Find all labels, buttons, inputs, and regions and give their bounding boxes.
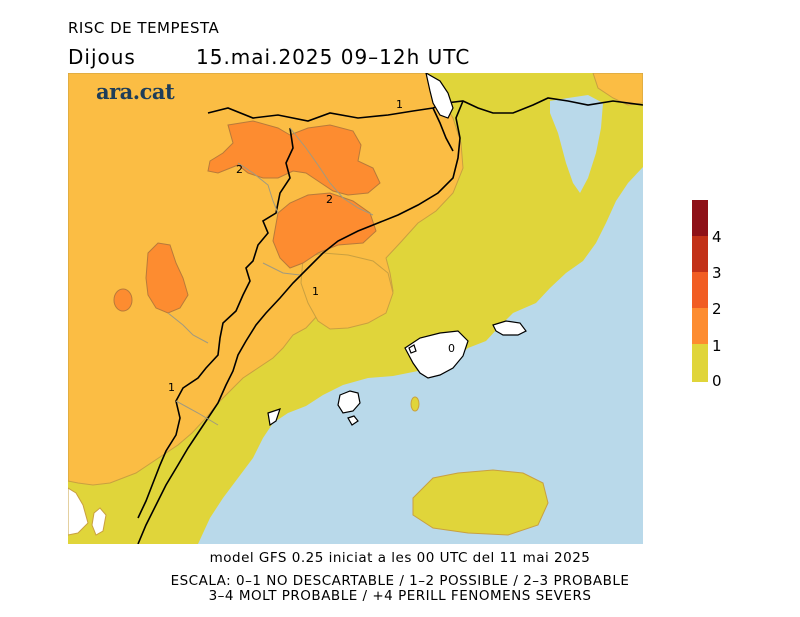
risk-area-level-1-sea	[412, 469, 549, 536]
island-mallorca	[404, 330, 469, 379]
legend-tick-2: 2	[712, 300, 722, 318]
contour-label: 2	[326, 193, 333, 206]
island-small	[408, 344, 417, 354]
model-info: model GFS 0.25 iniciat a les 00 UTC del …	[209, 550, 591, 566]
island-sw-2	[91, 507, 107, 536]
risk-area-level-1-ne	[592, 73, 643, 106]
island-ne	[425, 73, 454, 119]
scale-line-2: 3–4 MOLT PROBABLE / +4 PERILL FENOMENS S…	[208, 588, 592, 604]
map-subtitle: Dijous 15.mai.2025 09–12h UTC	[68, 45, 470, 69]
legend-tick-4: 4	[712, 228, 722, 246]
contour-label: 0	[448, 342, 455, 355]
legend-tick-0: 0	[712, 372, 722, 390]
forecast-day: Dijous	[68, 45, 136, 69]
legend-tick-1: 1	[712, 337, 722, 355]
legend-swatch-0	[692, 344, 708, 382]
scale-line-1: ESCALA: 0–1 NO DESCARTABLE / 1–2 POSSIBL…	[170, 573, 630, 589]
islands	[267, 73, 527, 427]
ara-cat-logo: ara.cat	[96, 79, 175, 104]
legend-swatch-4	[692, 236, 708, 272]
island-coast	[267, 408, 281, 427]
risk-area-level-2-small	[113, 288, 133, 312]
legend-swatch-0-wrap	[692, 344, 708, 382]
contour-label: 2	[236, 163, 243, 176]
sea-dot	[410, 396, 420, 412]
island-sw	[68, 487, 89, 536]
forecast-datetime: 15.mai.2025 09–12h UTC	[196, 45, 471, 69]
island-menorca	[492, 320, 527, 336]
risk-area-level-2-central	[272, 192, 377, 269]
island-ibiza	[337, 390, 361, 414]
risk-area-level-1-south	[300, 252, 394, 330]
storm-risk-map: 1 2 2 1 1 0	[68, 73, 643, 544]
contour-label: 1	[312, 285, 319, 298]
contour-label: 1	[396, 98, 403, 111]
contour-label: 1	[168, 381, 175, 394]
legend-swatch-top	[692, 200, 708, 236]
legend-swatch-2	[692, 308, 708, 344]
gulf-bay	[550, 95, 603, 193]
sea	[198, 167, 643, 544]
island-formentera	[347, 415, 359, 426]
map-title: RISC DE TEMPESTA	[68, 19, 220, 37]
region-boundaries	[167, 127, 374, 426]
legend-swatch-3	[692, 272, 708, 308]
risk-area-level-2-north	[207, 120, 381, 196]
legend-tick-3: 3	[712, 264, 722, 282]
risk-area-level-2-west	[145, 242, 189, 314]
